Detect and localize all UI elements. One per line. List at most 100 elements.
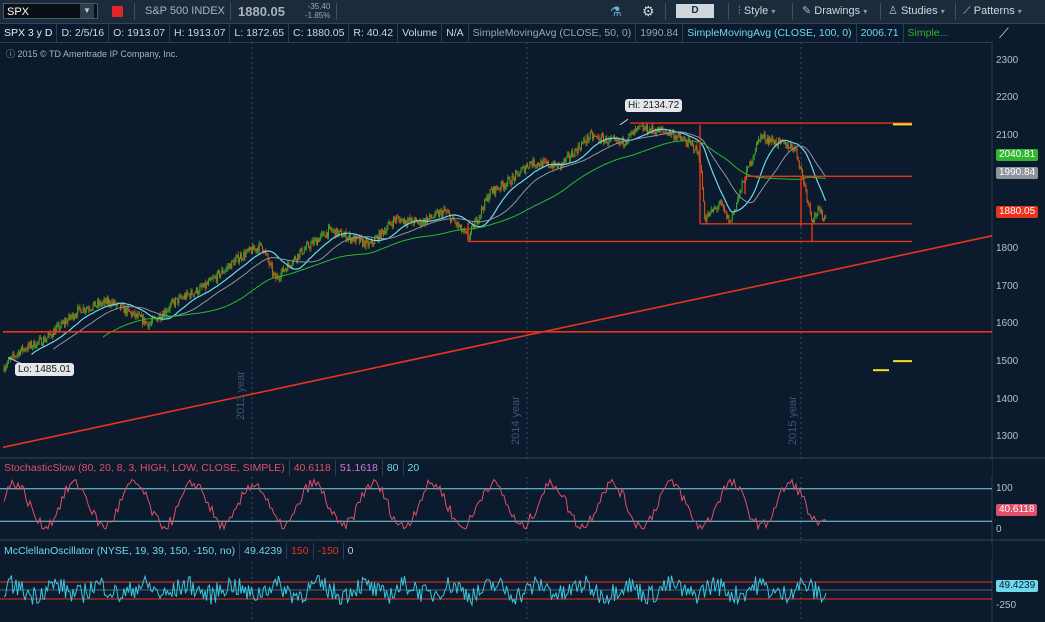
candle-body — [697, 152, 699, 153]
symbol-input[interactable]: SPX — [3, 3, 98, 19]
drawing-tool-icon[interactable]: ⟋ — [999, 25, 1009, 41]
stochastic-value-2: 51.1618 — [336, 460, 383, 476]
candle-body — [499, 188, 501, 190]
candle-body — [410, 218, 412, 222]
candle-body — [587, 135, 589, 141]
candle-body — [432, 217, 434, 219]
style-menu-button[interactable]: ⫶ Style ▾ — [738, 0, 775, 23]
candle-body — [285, 269, 287, 270]
candle-body — [739, 190, 741, 196]
candle-body — [696, 145, 698, 153]
candle-body — [608, 138, 610, 144]
candle-body — [150, 321, 152, 324]
candle-body — [557, 163, 559, 168]
candle-body — [435, 211, 437, 213]
stochastic-label[interactable]: StochasticSlow (80, 20, 8, 3, HIGH, LOW,… — [0, 460, 290, 476]
low-annotation: Lo: 1485.01 — [15, 363, 74, 376]
candle-body — [446, 211, 448, 213]
candle-body — [77, 307, 79, 316]
drawings-menu-button[interactable]: ✎ Drawings ▾ — [802, 0, 867, 23]
sma100-label[interactable]: SimpleMovingAvg (CLOSE, 100, 0) — [683, 24, 857, 42]
candle-body — [108, 299, 109, 304]
candle-body — [122, 304, 124, 306]
candle-body — [741, 182, 743, 191]
candle-body — [295, 256, 296, 260]
candle-body — [149, 323, 151, 325]
year-label-2014: 2014 year — [510, 396, 522, 445]
candle-body — [640, 125, 642, 127]
sma100-price-label: 2040.81 — [996, 149, 1039, 161]
candle-body — [548, 161, 549, 167]
price-axis-tick: 1700 — [996, 280, 1019, 292]
candle-body — [279, 278, 281, 280]
candle-body — [445, 210, 447, 212]
chevron-down-icon[interactable]: ▼ — [80, 4, 94, 18]
candle-body — [783, 141, 785, 144]
candle-body — [518, 173, 520, 177]
candle-body — [112, 301, 114, 304]
candle-body — [143, 317, 145, 324]
candle-body — [242, 258, 244, 260]
candle-body — [385, 230, 387, 233]
candle-body — [760, 134, 762, 141]
candle-body — [596, 136, 598, 137]
gear-icon[interactable]: ⚙ — [642, 3, 655, 19]
candle-body — [688, 138, 690, 142]
volume-label: Volume — [398, 24, 443, 42]
candle-body — [810, 212, 812, 220]
mcclellan-label[interactable]: McClellanOscillator (NYSE, 19, 39, 150, … — [0, 543, 241, 559]
stochastic-header: StochasticSlow (80, 20, 8, 3, HIGH, LOW,… — [0, 460, 992, 476]
candle-body — [233, 261, 235, 266]
candle-body — [336, 228, 338, 236]
candle-body — [429, 214, 431, 219]
candle-body — [21, 346, 23, 351]
flask-icon[interactable]: ⚗ — [610, 4, 622, 19]
candle-body — [502, 184, 504, 189]
candle-body — [266, 253, 268, 255]
candle-body — [706, 216, 708, 222]
alert-flag-icon[interactable] — [112, 6, 123, 17]
candle-body — [402, 218, 404, 224]
candle-body — [695, 145, 697, 151]
sma-more-label[interactable]: Simple... — [907, 27, 949, 39]
candle-body — [245, 252, 247, 258]
candle-body — [621, 137, 623, 143]
patterns-menu-button[interactable]: ⟋ Patterns ▾ — [963, 0, 1022, 23]
candle-body — [468, 237, 470, 239]
candle-body — [644, 127, 646, 130]
chart-title: SPX 3 y D — [0, 24, 58, 42]
candle-body — [554, 161, 556, 166]
candle-body — [659, 128, 661, 133]
candle-body — [700, 166, 702, 173]
candle-body — [197, 287, 199, 294]
candle-body — [229, 264, 230, 267]
candle-body — [93, 301, 95, 305]
candle-body — [111, 301, 113, 306]
candle-body — [684, 138, 686, 141]
candle-body — [186, 291, 188, 299]
candle-body — [301, 248, 303, 255]
candle-body — [718, 204, 720, 208]
candle-body — [497, 188, 499, 190]
candle-body — [529, 161, 531, 168]
candle-body — [359, 237, 361, 243]
annotation-pointer — [619, 118, 629, 126]
last-price-label: 1880.05 — [996, 206, 1039, 218]
candle-body — [225, 268, 227, 271]
candle-body — [691, 142, 692, 144]
candle-body — [562, 162, 564, 164]
candle-body — [749, 161, 751, 167]
aggregation-period-button[interactable]: D — [676, 4, 714, 18]
candle-body — [571, 151, 573, 158]
candle-body — [98, 300, 100, 306]
candle-body — [737, 199, 739, 204]
candle-body — [773, 141, 775, 145]
sma50-label[interactable]: SimpleMovingAvg (CLOSE, 50, 0) — [469, 24, 637, 42]
candle-body — [542, 160, 544, 168]
candle-body — [187, 291, 189, 295]
studies-menu-button[interactable]: ♙ Studies ▾ — [888, 0, 945, 23]
candle-body — [200, 285, 202, 287]
candle-body — [67, 319, 69, 324]
candle-body — [26, 349, 28, 351]
